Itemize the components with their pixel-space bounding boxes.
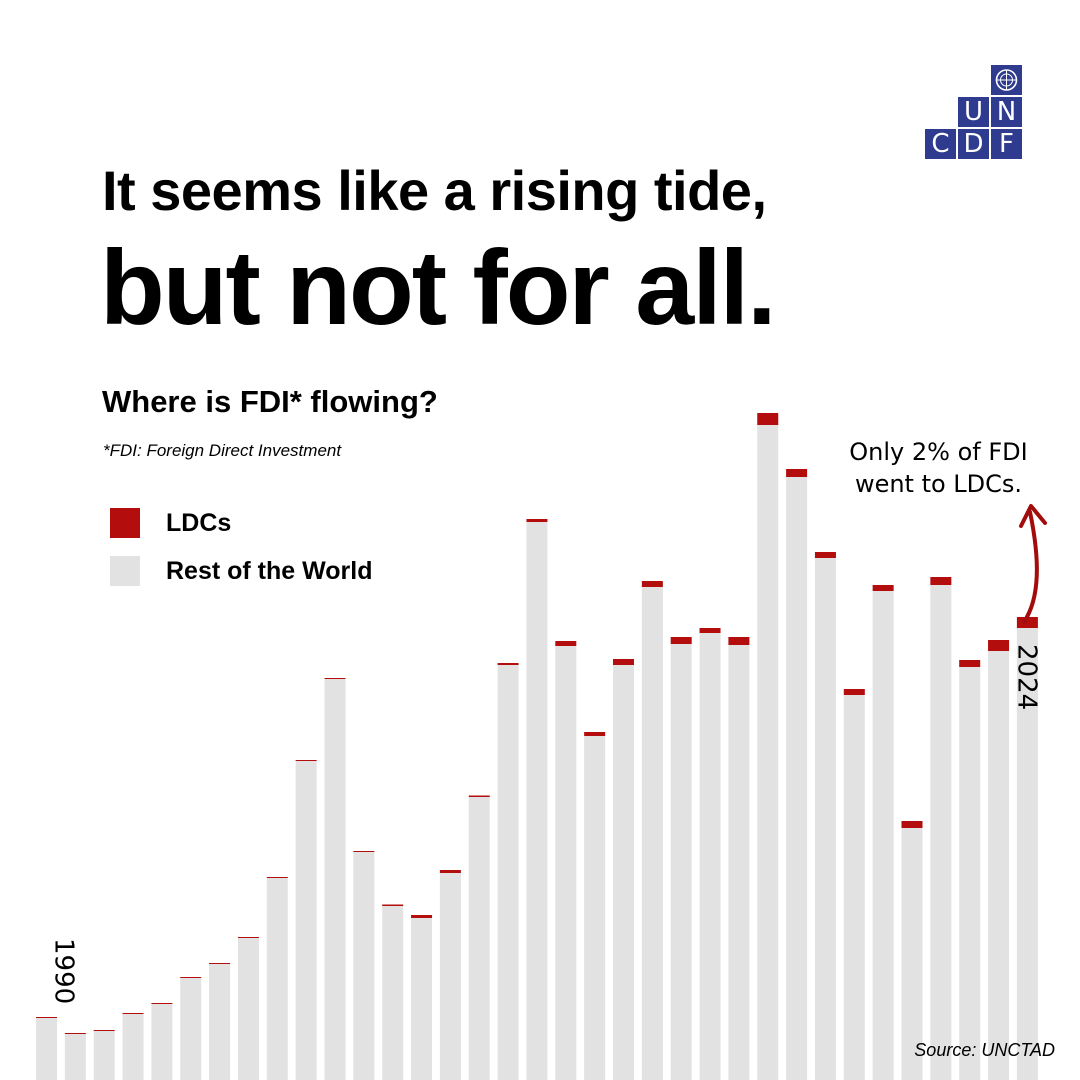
bar-rest-2001 [353,852,375,1080]
bar-rest-1995 [180,978,202,1080]
bar-ldc-2015 [757,413,779,425]
bar-ldc-1992 [93,1030,115,1031]
annotation-line-1: Only 2% of FDI [849,438,1028,466]
bar-ldc-2006 [497,663,519,665]
bar-rest-2009 [584,736,606,1080]
bar-ldc-1999 [295,760,317,761]
bar-rest-2010 [613,665,634,1080]
bar-ldc-1990 [36,1017,57,1018]
bar-rest-2014 [728,645,750,1080]
bar-rest-2019 [872,591,894,1080]
bar-rest-1997 [237,938,259,1080]
bar-ldc-2000 [324,678,346,679]
bar-rest-2013 [699,633,721,1080]
bar-rest-2017 [814,558,836,1080]
legend-item-ldcs: LDCs [110,508,372,538]
bar-rest-1998 [266,878,288,1080]
uncdf-logo: U N C D F [925,65,1025,160]
logo-letter: N [991,97,1022,127]
bar-ldc-2017 [814,552,836,558]
source-credit: Source: UNCTAD [914,1040,1055,1060]
bar-rest-2020 [901,828,923,1080]
bar-rest-1994 [151,1004,173,1080]
bar-ldc-1994 [151,1003,173,1004]
un-emblem-icon [991,65,1022,95]
bar-ldc-2022 [959,660,981,667]
bar-rest-2004 [439,873,461,1080]
bar-ldc-2013 [699,628,721,633]
bar-rest-1992 [93,1031,115,1080]
bar-ldc-2012 [670,637,692,644]
legend-label: Rest of the World [166,556,373,585]
bar-rest-2023 [988,651,1010,1080]
chart-legend: LDCs Rest of the World [110,508,372,604]
bar-rest-1991 [64,1034,86,1080]
bar-rest-1990 [36,1018,57,1080]
headline-line-1: It seems like a rising tide, [102,159,767,222]
bar-rest-2012 [670,644,692,1080]
globe-icon [995,69,1018,91]
x-tick-label-first: 1990 [49,938,79,1004]
bar-rest-2008 [555,646,577,1080]
logo-letter: U [958,97,989,127]
bar-rest-1996 [209,964,231,1080]
logo-letter: F [991,129,1022,159]
legend-swatch-rest [110,556,140,586]
bar-ldc-2011 [641,581,663,587]
bar-ldc-2019 [872,585,894,591]
bar-ldc-2014 [728,637,750,645]
bar-rest-2000 [324,679,346,1080]
bar-rest-2016 [786,477,808,1080]
bar-rest-1999 [295,761,317,1080]
bar-ldc-2005 [468,795,490,797]
bar-ldc-1991 [64,1033,86,1034]
bar-rest-2006 [497,665,519,1080]
bar-ldc-2020 [901,821,923,828]
annotation-arrow-icon [1022,510,1039,624]
legend-label: LDCs [166,508,232,537]
bar-ldc-2021 [930,577,952,585]
footnote: *FDI: Foreign Direct Investment [103,441,342,460]
chart-subtitle: Where is FDI* flowing? [102,384,438,419]
bar-rest-2022 [959,667,981,1080]
bars-group [36,413,1038,1080]
bar-ldc-1993 [122,1013,144,1014]
bar-rest-2021 [930,585,952,1080]
bar-rest-2003 [411,918,433,1080]
bar-ldc-2010 [613,659,634,665]
bar-ldc-2002 [382,904,404,906]
bar-ldc-2016 [786,469,808,477]
legend-swatch-ldcs [110,508,140,538]
bar-rest-2024 [1016,628,1038,1080]
x-tick-label-last: 2024 [1011,644,1041,710]
annotation-line-2: went to LDCs. [854,470,1023,498]
bar-ldc-2009 [584,732,606,736]
bar-rest-2007 [526,522,548,1080]
bar-ldc-2001 [353,851,375,852]
bar-ldc-1998 [266,877,288,878]
bar-rest-2011 [641,587,663,1080]
headline-line-2: but not for all. [100,229,777,347]
bar-ldc-1995 [180,977,202,978]
bar-ldc-2024 [1016,617,1038,628]
bar-rest-2002 [382,906,404,1080]
chart-annotation: Only 2% of FDI went to LDCs. [836,436,1041,500]
bar-rest-1993 [122,1014,144,1080]
bar-ldc-2003 [411,915,433,918]
bar-ldc-1997 [237,937,259,938]
bar-ldc-2007 [526,519,548,522]
bar-rest-2018 [843,695,865,1080]
logo-letter: D [958,129,989,159]
logo-letter: C [925,129,956,159]
bar-ldc-2004 [439,870,461,873]
bar-ldc-2018 [843,689,865,695]
bar-ldc-2008 [555,641,577,646]
arrowhead-icon [1019,504,1047,528]
legend-item-rest: Rest of the World [110,556,372,586]
bar-ldc-1996 [209,963,231,964]
bar-rest-2015 [757,425,779,1080]
bar-rest-2005 [468,797,490,1080]
bar-ldc-2023 [988,640,1010,651]
